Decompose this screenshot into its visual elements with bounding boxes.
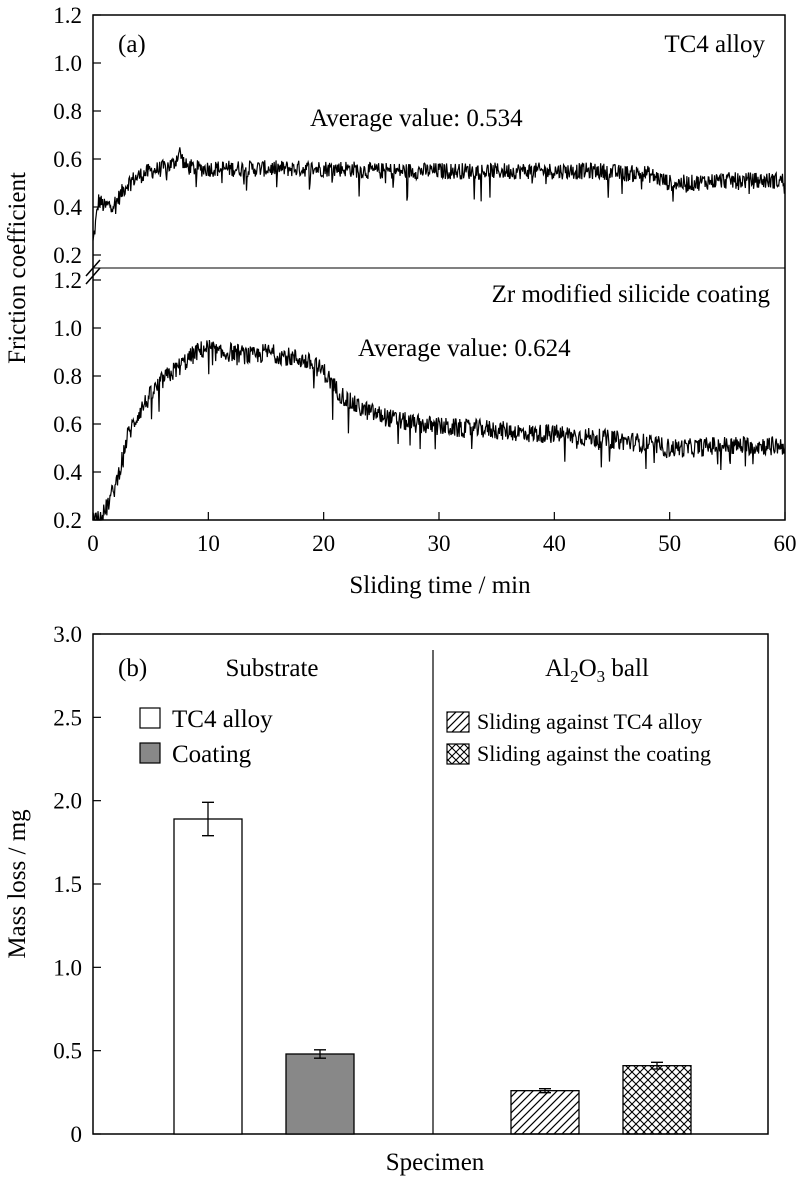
mass-y-tick-label: 3.0 <box>53 622 82 647</box>
mass-y-tick-label: 1.5 <box>53 872 82 897</box>
lower-title: Zr modified silicide coating <box>492 281 771 308</box>
coating-friction-series <box>92 339 786 521</box>
mass-loss-bars <box>173 801 692 1135</box>
lower-y-tick-label: 0.4 <box>53 460 82 485</box>
lower-average: Average value: 0.624 <box>358 335 571 362</box>
panel-b: 0 0.5 1.0 1.5 2.0 2.5 3.0 (b) Substrate Al2O3 … <box>4 622 769 1176</box>
legend-swatch-coating <box>139 742 161 764</box>
panel-a-xlabel: Sliding time / min <box>349 572 531 599</box>
bar-ball-against-tc4-error-bar <box>539 1088 551 1094</box>
legend-swatch-diag <box>446 711 470 733</box>
upper-y-ticks: 0.2 0.4 0.6 0.8 1.0 1.2 <box>53 3 101 268</box>
x-ticks: 0 10 20 30 40 50 60 <box>87 512 797 556</box>
mass-y-tick-label: 0.5 <box>53 1039 82 1064</box>
lower-y-tick-label: 0.2 <box>53 508 82 533</box>
upper-average: Average value: 0.534 <box>310 105 523 132</box>
x-tick-label: 10 <box>197 531 220 556</box>
upper-y-tick-label: 0.4 <box>53 195 82 220</box>
panel-a-label: (a) <box>118 31 146 58</box>
bar-ball-against-tc4 <box>510 1090 580 1135</box>
legend-tc4-label: TC4 alloy <box>172 706 273 733</box>
x-tick-label: 0 <box>87 531 99 556</box>
x-tick-label: 50 <box>658 531 681 556</box>
tc4-friction-series <box>92 147 786 241</box>
x-tick-label: 60 <box>774 531 797 556</box>
x-tick-label: 40 <box>543 531 566 556</box>
mass-y-tick-label: 1.0 <box>53 955 82 980</box>
bar-coating <box>285 1053 355 1135</box>
x-tick-label: 30 <box>428 531 451 556</box>
panel-b-xlabel: Specimen <box>386 1149 485 1176</box>
lower-y-ticks: 0.2 0.4 0.6 0.8 1.0 1.2 <box>53 268 101 533</box>
lower-y-tick-label: 1.0 <box>53 316 82 341</box>
panel-a: 0.2 0.4 0.6 0.8 1.0 1.2 0.2 0.4 0.6 0.8 1.0 1.2 0 1… <box>4 3 797 599</box>
axis-break-mark <box>85 259 101 285</box>
bar-tc4-alloy-error-bar <box>202 801 214 837</box>
upper-y-tick-label: 1.2 <box>53 3 82 28</box>
upper-y-tick-label: 0.2 <box>53 243 82 268</box>
upper-y-tick-label: 0.8 <box>53 99 82 124</box>
bar-tc4-alloy <box>173 818 243 1135</box>
mass-y-tick-label: 0 <box>71 1122 83 1147</box>
substrate-header: Substrate <box>225 655 318 682</box>
legend-coating-label: Coating <box>172 741 252 768</box>
x-tick-label: 20 <box>312 531 335 556</box>
mass-y-tick-label: 2.0 <box>53 789 82 814</box>
legend-against-coating-label: Sliding against the coating <box>477 741 711 766</box>
bar-ball-against-coating <box>622 1065 692 1135</box>
bar-coating-error-bar <box>314 1049 326 1059</box>
lower-y-tick-label: 0.6 <box>53 412 82 437</box>
legend-swatch-tc4 <box>139 707 161 729</box>
upper-title: TC4 alloy <box>664 31 765 58</box>
panel-a-ylabel: Friction coefficient <box>4 172 31 364</box>
ball-header: Al2O3 ball <box>545 655 649 686</box>
legend-against-tc4-label: Sliding against TC4 alloy <box>477 709 702 734</box>
upper-y-tick-label: 1.0 <box>53 51 82 76</box>
lower-y-tick-label: 1.2 <box>53 268 82 293</box>
panel-b-label: (b) <box>118 655 147 682</box>
legend-swatch-cross <box>446 743 470 765</box>
mass-y-tick-label: 2.5 <box>53 705 82 730</box>
upper-y-tick-label: 0.6 <box>53 147 82 172</box>
lower-y-tick-label: 0.8 <box>53 364 82 389</box>
panel-b-ylabel: Mass loss / mg <box>4 809 31 959</box>
bar-ball-against-coating-error-bar <box>651 1061 663 1070</box>
mass-loss-y-ticks: 0 0.5 1.0 1.5 2.0 2.5 3.0 <box>53 622 101 1147</box>
